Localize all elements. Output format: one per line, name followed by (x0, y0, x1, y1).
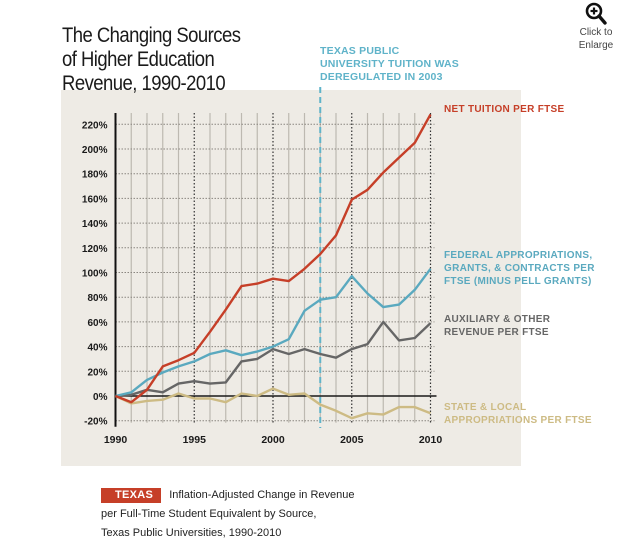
series-line-auxiliary-other-revenue-per-ftse (115, 320, 432, 398)
x-tick-label: 2010 (419, 434, 443, 446)
series-label: FEDERAL APPROPRIATIONS, GRANTS, & CONTRAC… (444, 249, 595, 288)
y-tick-label: 100% (82, 269, 108, 280)
y-tick-label: 80% (87, 293, 107, 304)
series-label: AUXILIARY & OTHER REVENUE PER FTSE (444, 313, 550, 339)
enlarge-label: Click to (579, 27, 613, 38)
y-tick-label: -20% (84, 417, 107, 428)
title-line: of Higher Education (62, 48, 215, 71)
x-tick-label: 2005 (340, 434, 364, 446)
caption-line: Texas Public Universities, 1990-2010 (101, 527, 282, 539)
series-label: STATE & LOCAL APPROPRIATIONS PER FTSE (444, 401, 592, 427)
caption-line: Inflation-Adjusted Change in Revenue (169, 489, 355, 501)
chart-title: The Changing Sources of Higher Education… (62, 24, 256, 96)
series-label-line: STATE & LOCAL (444, 402, 527, 413)
series-label-line: NET TUITION PER FTSE (444, 104, 565, 115)
series-label-line: REVENUE PER FTSE (444, 327, 549, 338)
deregulation-annotation: TEXAS PUBLIC UNIVERSITY TUITION WAS DERE… (320, 45, 459, 84)
caption-line: per Full-Time Student Equivalent by Sour… (101, 508, 317, 520)
chart-caption: TEXAS Inflation-Adjusted Change in Revenu… (101, 486, 421, 543)
y-tick-label: 120% (82, 244, 108, 255)
title-line: The Changing Sources (62, 24, 241, 47)
title-line: Revenue, 1990-2010 (62, 72, 226, 95)
annotation-line: TEXAS PUBLIC (320, 45, 400, 57)
series-line-net-tuition-per-ftse (115, 113, 432, 404)
series-label-line: FEDERAL APPROPRIATIONS, (444, 250, 593, 261)
x-tick-label: 1990 (104, 434, 128, 446)
series-line-federal-appropriations-grants-contracts-per-ftse-minus-pell-grants (115, 268, 432, 398)
y-tick-label: 200% (82, 145, 108, 156)
y-tick-label: 140% (82, 219, 108, 230)
y-tick-label: 160% (82, 194, 108, 205)
texas-badge: TEXAS (101, 488, 162, 503)
y-tick-label: 60% (87, 318, 107, 329)
series-label: NET TUITION PER FTSE (444, 103, 564, 116)
x-tick-label: 1995 (183, 434, 207, 446)
y-tick-label: 20% (87, 367, 107, 378)
series-label-line: FTSE (MINUS PELL GRANTS) (444, 276, 592, 287)
x-tick-label: 2000 (261, 434, 285, 446)
series-label-line: APPROPRIATIONS PER FTSE (444, 415, 592, 426)
y-tick-label: 220% (82, 120, 108, 131)
enlarge-label: Enlarge (578, 40, 614, 51)
y-tick-label: 0% (93, 392, 108, 403)
annotation-line: UNIVERSITY TUITION WAS (320, 58, 459, 70)
series-label-line: GRANTS, & CONTRACTS PER (444, 263, 595, 274)
y-tick-label: 180% (82, 170, 108, 181)
series-line-state-local-appropriations-per-ftse (114, 387, 431, 420)
y-tick-label: 40% (87, 343, 107, 354)
click-to-enlarge-button[interactable]: Click to Enlarge (566, 2, 626, 52)
annotation-line: DEREGULATED IN 2003 (320, 71, 443, 83)
zoom-in-icon (585, 2, 607, 25)
series-label-line: AUXILIARY & OTHER (444, 314, 551, 325)
